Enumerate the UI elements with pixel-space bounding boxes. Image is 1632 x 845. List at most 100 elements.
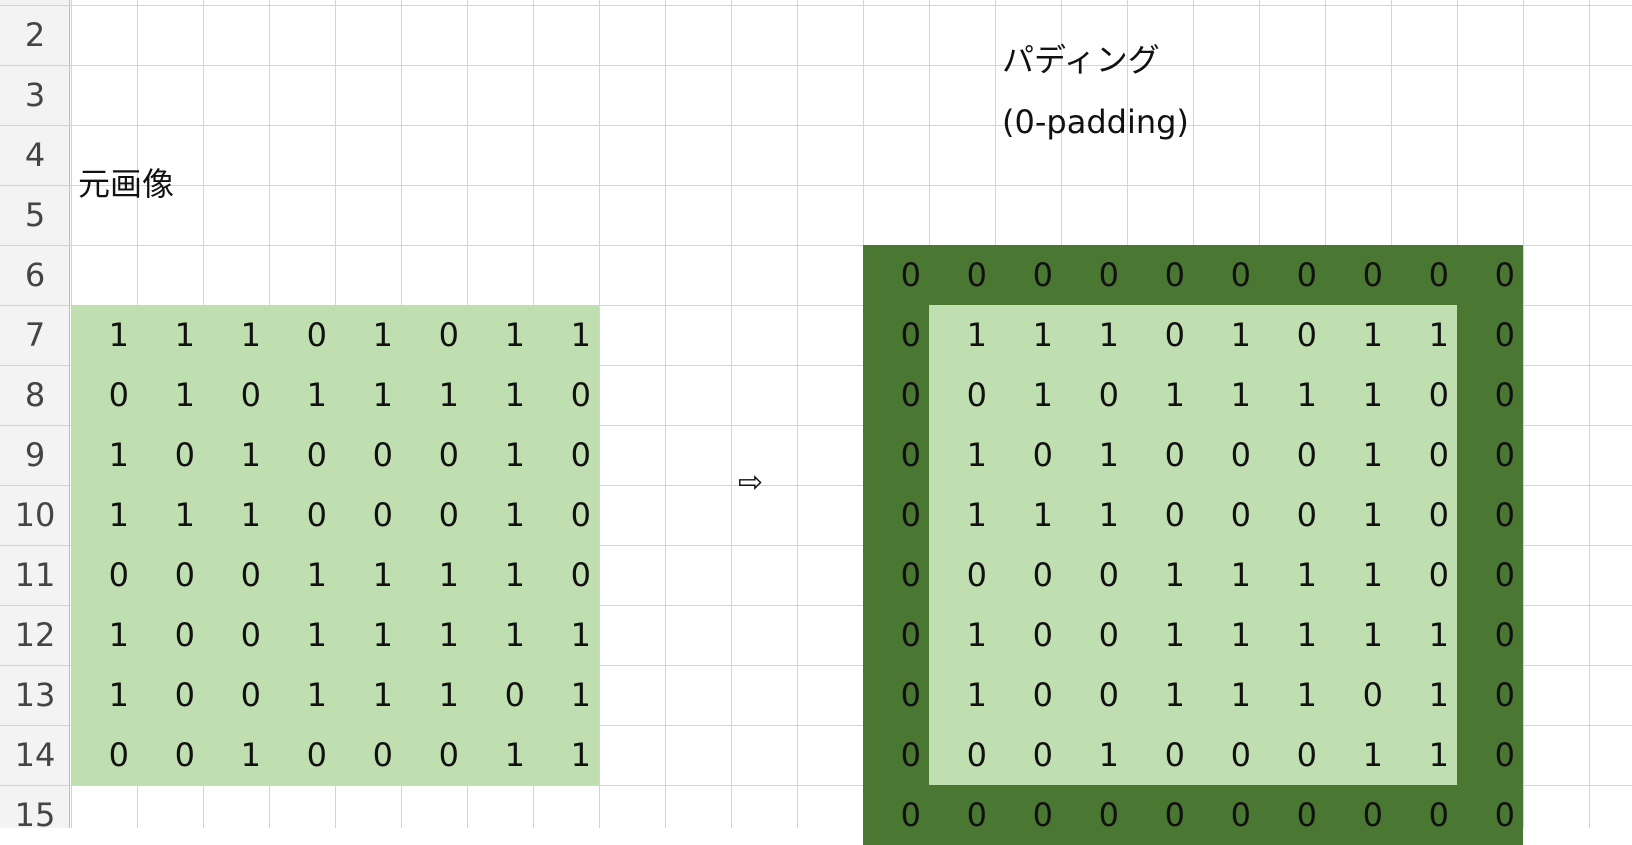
- original-cell[interactable]: 1: [174, 496, 195, 534]
- padded-cell[interactable]: 1: [1230, 376, 1251, 414]
- original-cell[interactable]: 1: [240, 736, 261, 774]
- original-cell[interactable]: 0: [108, 736, 129, 774]
- padded-cell[interactable]: 0: [1164, 436, 1185, 474]
- original-cell[interactable]: 1: [438, 376, 459, 414]
- padded-cell[interactable]: 1: [1032, 316, 1053, 354]
- original-cell[interactable]: 1: [108, 436, 129, 474]
- original-cell[interactable]: 1: [372, 316, 393, 354]
- padded-cell[interactable]: 1: [1164, 676, 1185, 714]
- padded-cell[interactable]: 0: [1230, 256, 1251, 294]
- padded-cell[interactable]: 0: [900, 676, 921, 714]
- row-number[interactable]: 12: [14, 616, 56, 654]
- padded-cell[interactable]: 0: [1164, 496, 1185, 534]
- original-cell[interactable]: 1: [570, 316, 591, 354]
- original-cell[interactable]: 1: [504, 616, 525, 654]
- original-cell[interactable]: 0: [438, 496, 459, 534]
- padded-cell[interactable]: 0: [1428, 496, 1449, 534]
- original-cell[interactable]: 1: [240, 316, 261, 354]
- original-cell[interactable]: 1: [306, 616, 327, 654]
- padded-cell[interactable]: 1: [1230, 676, 1251, 714]
- padded-cell[interactable]: 0: [1296, 796, 1317, 834]
- padded-cell[interactable]: 1: [1098, 736, 1119, 774]
- padded-cell[interactable]: 0: [1428, 796, 1449, 834]
- original-cell[interactable]: 0: [240, 676, 261, 714]
- padded-cell[interactable]: 0: [1230, 436, 1251, 474]
- original-cell[interactable]: 1: [570, 676, 591, 714]
- original-cell[interactable]: 1: [504, 376, 525, 414]
- padded-cell[interactable]: 1: [1296, 376, 1317, 414]
- original-cell[interactable]: 1: [240, 496, 261, 534]
- padded-cell[interactable]: 1: [1032, 496, 1053, 534]
- padded-cell[interactable]: 0: [1098, 796, 1119, 834]
- original-image-label[interactable]: 元画像: [78, 165, 175, 203]
- padded-cell[interactable]: 0: [900, 256, 921, 294]
- row-number[interactable]: 7: [24, 316, 46, 354]
- original-cell[interactable]: 0: [570, 496, 591, 534]
- row-number[interactable]: 10: [14, 496, 56, 534]
- row-number[interactable]: 9: [24, 436, 46, 474]
- padded-cell[interactable]: 0: [966, 736, 987, 774]
- original-cell[interactable]: 0: [174, 616, 195, 654]
- original-cell[interactable]: 0: [174, 676, 195, 714]
- padded-cell[interactable]: 1: [1230, 316, 1251, 354]
- padded-cell[interactable]: 1: [966, 436, 987, 474]
- original-cell[interactable]: 1: [372, 556, 393, 594]
- padded-cell[interactable]: 0: [1230, 796, 1251, 834]
- padded-cell[interactable]: 0: [900, 316, 921, 354]
- original-cell[interactable]: 1: [372, 676, 393, 714]
- padded-cell[interactable]: 0: [1362, 256, 1383, 294]
- padded-cell[interactable]: 0: [1494, 316, 1515, 354]
- padded-cell[interactable]: 0: [1428, 256, 1449, 294]
- row-number[interactable]: 4: [24, 136, 46, 174]
- padded-cell[interactable]: 1: [1362, 376, 1383, 414]
- padded-cell[interactable]: 0: [900, 556, 921, 594]
- padded-cell[interactable]: 0: [1428, 376, 1449, 414]
- padded-cell[interactable]: 1: [1428, 676, 1449, 714]
- original-cell[interactable]: 0: [438, 316, 459, 354]
- padded-cell[interactable]: 0: [1362, 796, 1383, 834]
- padded-cell[interactable]: 0: [900, 736, 921, 774]
- original-cell[interactable]: 1: [306, 556, 327, 594]
- padded-cell[interactable]: 0: [1032, 256, 1053, 294]
- original-cell[interactable]: 1: [174, 376, 195, 414]
- padded-cell[interactable]: 0: [1296, 316, 1317, 354]
- padding-subtitle-label[interactable]: (0-padding): [1002, 103, 1189, 141]
- padded-cell[interactable]: 1: [1098, 316, 1119, 354]
- padded-cell[interactable]: 0: [900, 616, 921, 654]
- original-cell[interactable]: 1: [504, 436, 525, 474]
- original-cell[interactable]: 1: [438, 616, 459, 654]
- original-cell[interactable]: 0: [504, 676, 525, 714]
- row-number[interactable]: 13: [14, 676, 56, 714]
- original-cell[interactable]: 0: [570, 436, 591, 474]
- padded-cell[interactable]: 0: [1428, 436, 1449, 474]
- padded-cell[interactable]: 0: [1494, 556, 1515, 594]
- padded-cell[interactable]: 0: [1230, 736, 1251, 774]
- padded-cell[interactable]: 1: [1098, 436, 1119, 474]
- original-cell[interactable]: 1: [306, 676, 327, 714]
- padded-cell[interactable]: 1: [1296, 556, 1317, 594]
- original-cell[interactable]: 0: [174, 436, 195, 474]
- original-cell[interactable]: 0: [240, 556, 261, 594]
- original-cell[interactable]: 0: [306, 496, 327, 534]
- row-number[interactable]: 15: [14, 796, 56, 834]
- padded-cell[interactable]: 0: [900, 796, 921, 834]
- padded-cell[interactable]: 0: [1164, 256, 1185, 294]
- padded-cell[interactable]: 0: [1494, 376, 1515, 414]
- original-cell[interactable]: 0: [306, 736, 327, 774]
- padded-cell[interactable]: 0: [1362, 676, 1383, 714]
- row-number[interactable]: 5: [24, 196, 46, 234]
- original-cell[interactable]: 0: [174, 556, 195, 594]
- original-cell[interactable]: 0: [570, 556, 591, 594]
- padded-cell[interactable]: 0: [1164, 796, 1185, 834]
- row-number[interactable]: 6: [24, 256, 46, 294]
- original-cell[interactable]: 0: [372, 736, 393, 774]
- original-cell[interactable]: 1: [504, 736, 525, 774]
- original-cell[interactable]: 1: [108, 316, 129, 354]
- padded-cell[interactable]: 1: [1362, 556, 1383, 594]
- padded-cell[interactable]: 1: [966, 316, 987, 354]
- padded-cell[interactable]: 0: [900, 436, 921, 474]
- padded-cell[interactable]: 0: [1032, 736, 1053, 774]
- original-cell[interactable]: 1: [108, 676, 129, 714]
- padded-cell[interactable]: 0: [966, 376, 987, 414]
- padded-cell[interactable]: 0: [1296, 736, 1317, 774]
